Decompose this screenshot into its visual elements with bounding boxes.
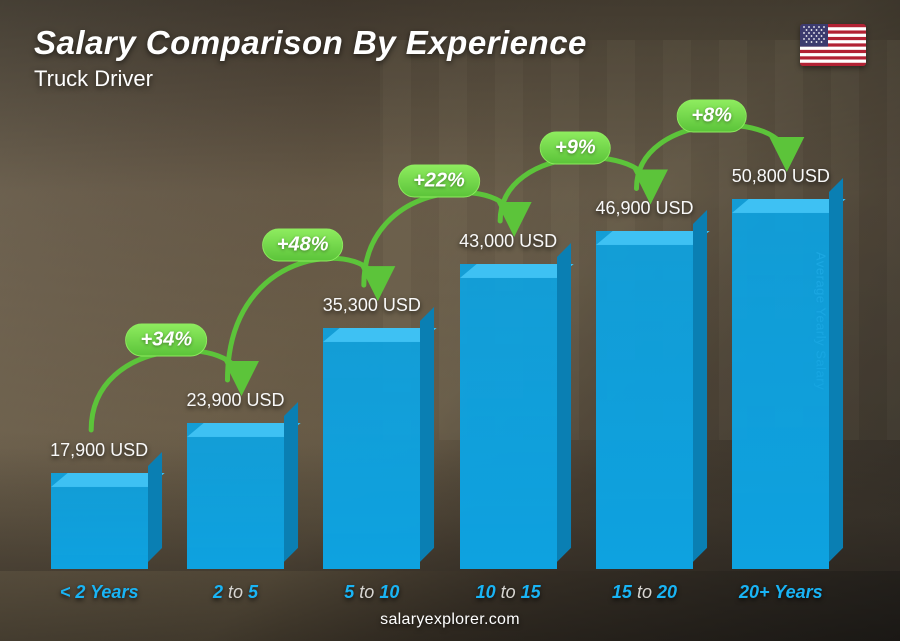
bar-3d [585, 231, 703, 569]
footer-source: salaryexplorer.com [0, 611, 900, 629]
bar-3d [722, 199, 840, 569]
bar-column: 23,900 USD2 to 5 [176, 390, 294, 569]
page-title: Salary Comparison By Experience [34, 24, 587, 62]
bar-category-label: 5 to 10 [344, 582, 399, 603]
bar-value-label: 43,000 USD [459, 231, 557, 252]
bar-value-label: 17,900 USD [50, 440, 148, 461]
bar-3d [449, 264, 567, 569]
flag-us-icon [800, 24, 866, 66]
country-flag-us [800, 24, 866, 66]
bar-column: 43,000 USD10 to 15 [449, 231, 567, 569]
page-subtitle: Truck Driver [34, 66, 587, 92]
bar-column: 17,900 USD< 2 Years [40, 440, 158, 569]
bar-category-label: 15 to 20 [612, 582, 677, 603]
bar-value-label: 23,900 USD [186, 390, 284, 411]
title-block: Salary Comparison By Experience Truck Dr… [34, 24, 587, 92]
bar-column: 46,900 USD15 to 20 [585, 198, 703, 569]
bar-3d [40, 473, 158, 569]
bar-column: 50,800 USD20+ Years [722, 166, 840, 569]
bar-column: 35,300 USD5 to 10 [313, 295, 431, 569]
bar-value-label: 46,900 USD [595, 198, 693, 219]
bar-3d [313, 328, 431, 569]
bar-category-label: 10 to 15 [476, 582, 541, 603]
bar-category-label: 20+ Years [739, 582, 823, 603]
bar-value-label: 50,800 USD [732, 166, 830, 187]
bar-category-label: < 2 Years [60, 582, 139, 603]
bar-3d [176, 423, 294, 569]
header: Salary Comparison By Experience Truck Dr… [34, 24, 866, 92]
bar-category-label: 2 to 5 [213, 582, 258, 603]
bar-value-label: 35,300 USD [323, 295, 421, 316]
salary-bar-chart: 17,900 USD< 2 Years23,900 USD2 to 535,30… [40, 99, 840, 569]
